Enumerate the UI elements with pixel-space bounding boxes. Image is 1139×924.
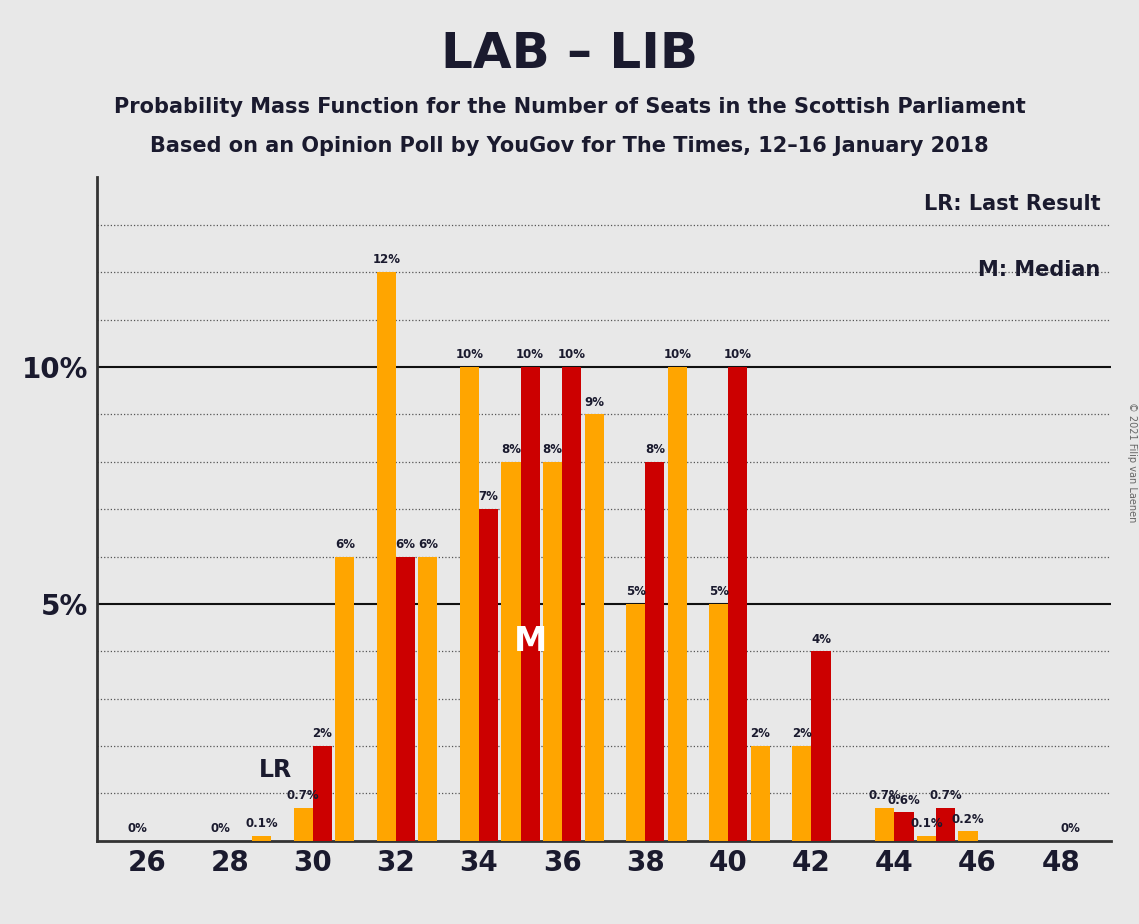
Text: 8%: 8% [645,443,665,456]
Text: 0%: 0% [128,822,147,835]
Bar [936,808,956,841]
Text: LAB – LIB: LAB – LIB [441,30,698,79]
Text: 10%: 10% [663,348,691,361]
Bar [335,556,354,841]
Text: 10%: 10% [456,348,483,361]
Text: 0.1%: 0.1% [910,818,943,831]
Bar [793,746,811,841]
Bar [626,604,645,841]
Text: 8%: 8% [542,443,563,456]
Text: 0.2%: 0.2% [952,813,984,826]
Bar [313,746,331,841]
Text: © 2021 Filip van Laenen: © 2021 Filip van Laenen [1128,402,1137,522]
Bar [584,414,604,841]
Text: 10%: 10% [558,348,585,361]
Text: Based on an Opinion Poll by YouGov for The Times, 12–16 January 2018: Based on an Opinion Poll by YouGov for T… [150,136,989,156]
Bar [396,556,415,841]
Bar [917,836,936,841]
Bar [252,836,271,841]
Text: 0.7%: 0.7% [869,789,901,802]
Bar [543,462,563,841]
Text: 0.7%: 0.7% [929,789,962,802]
Bar [894,812,913,841]
Bar [728,367,747,841]
Text: 0.6%: 0.6% [887,794,920,807]
Text: 10%: 10% [724,348,752,361]
Text: Probability Mass Function for the Number of Seats in the Scottish Parliament: Probability Mass Function for the Number… [114,97,1025,117]
Text: 9%: 9% [584,395,604,408]
Text: 6%: 6% [335,538,355,551]
Bar [751,746,770,841]
Bar [521,367,540,841]
Bar [480,509,498,841]
Bar [710,604,728,841]
Text: 8%: 8% [501,443,521,456]
Bar [377,273,396,841]
Text: 0%: 0% [211,822,230,835]
Text: 5%: 5% [708,585,729,598]
Text: 4%: 4% [811,633,831,646]
Text: LR: Last Result: LR: Last Result [924,194,1100,214]
Bar [418,556,437,841]
Text: 7%: 7% [478,491,499,504]
Text: 0.1%: 0.1% [245,818,278,831]
Text: 2%: 2% [751,727,770,740]
Bar [645,462,664,841]
Text: 0.7%: 0.7% [287,789,320,802]
Bar [460,367,480,841]
Text: M: Median: M: Median [978,261,1100,280]
Bar [667,367,687,841]
Bar [811,651,830,841]
Bar [501,462,521,841]
Text: 6%: 6% [395,538,416,551]
Text: 5%: 5% [625,585,646,598]
Bar [563,367,581,841]
Text: 0%: 0% [1060,822,1080,835]
Text: 10%: 10% [516,348,544,361]
Text: M: M [514,626,547,658]
Text: 12%: 12% [372,253,401,266]
Text: 6%: 6% [418,538,437,551]
Bar [958,832,977,841]
Bar [876,808,894,841]
Bar [294,808,313,841]
Text: 2%: 2% [312,727,333,740]
Text: LR: LR [259,758,292,782]
Text: 2%: 2% [792,727,812,740]
